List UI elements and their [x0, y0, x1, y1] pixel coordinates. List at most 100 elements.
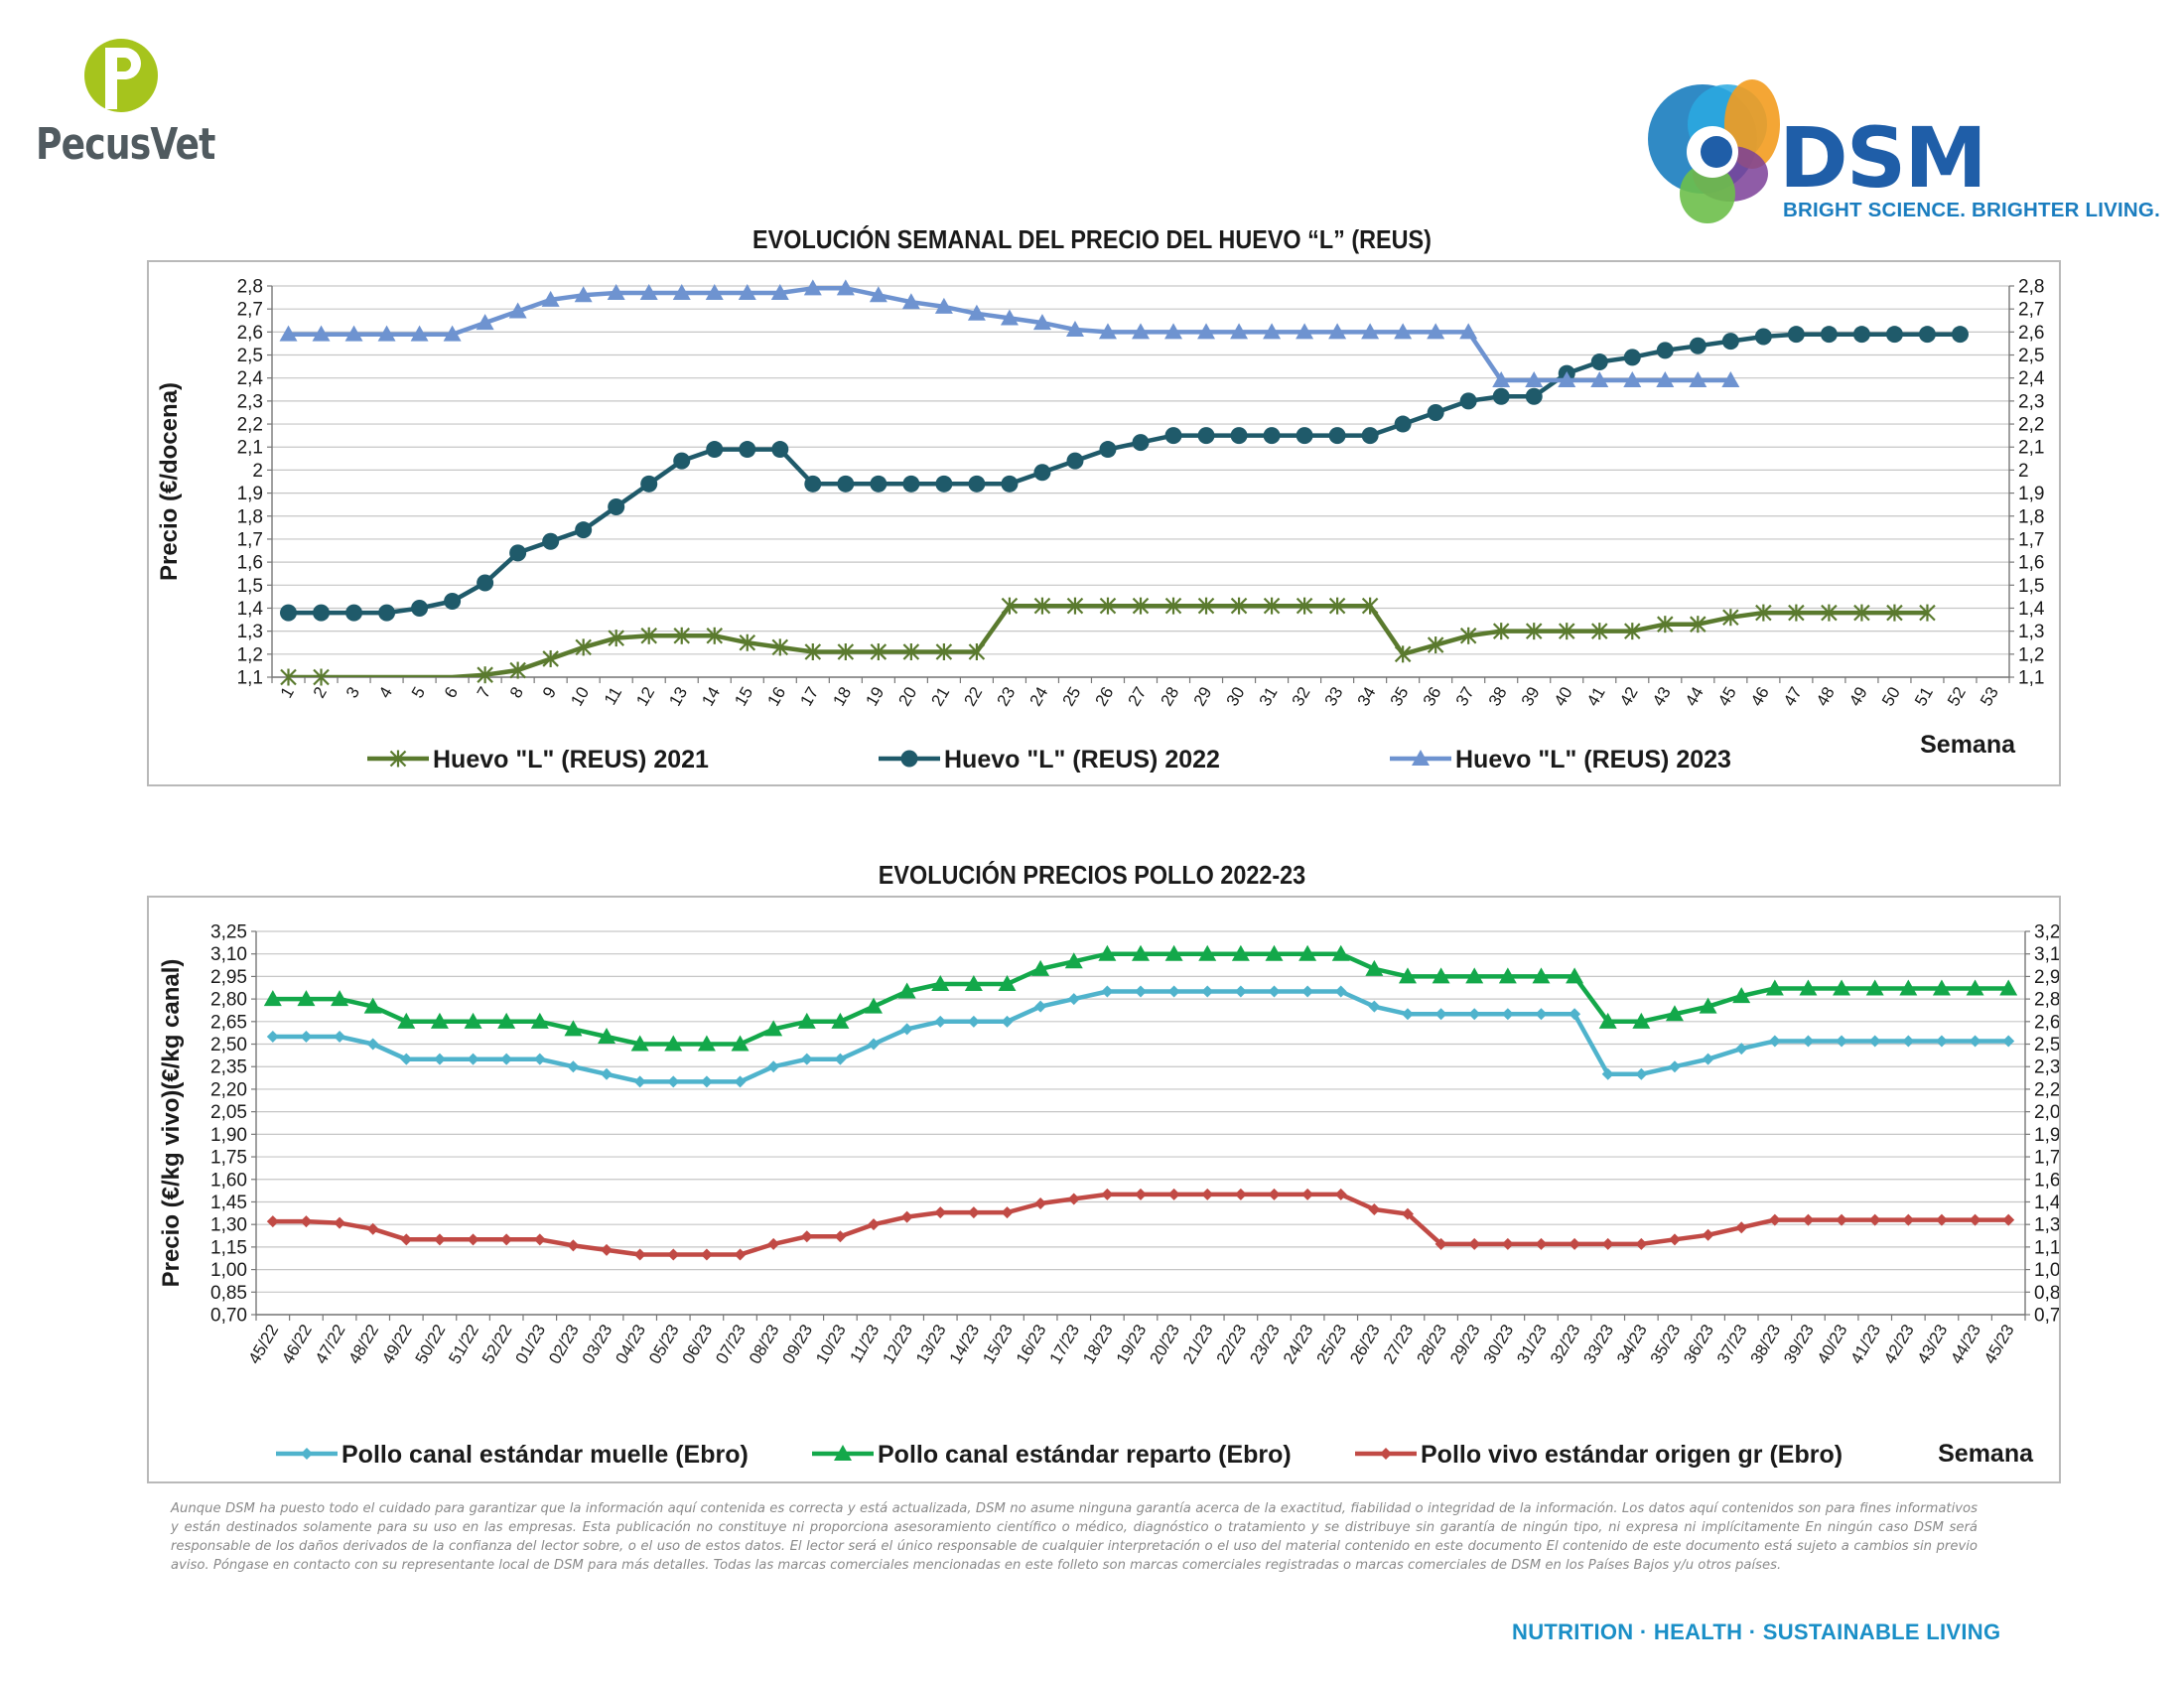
egg-data-point — [869, 286, 887, 303]
chicken-data-point — [1799, 979, 1818, 996]
chicken-data-point — [1434, 1237, 1447, 1250]
egg-data-point — [279, 325, 298, 342]
egg-xtick-label: 10 — [567, 684, 593, 710]
egg-data-point — [477, 666, 493, 684]
egg-xtick-label: 40 — [1551, 684, 1576, 710]
egg-xtick-label: 29 — [1190, 684, 1216, 710]
chicken-data-point — [700, 1075, 713, 1088]
egg-data-point — [804, 643, 822, 661]
egg-data-point — [509, 661, 526, 679]
chicken-series-2 — [263, 944, 2018, 1052]
egg-data-point — [1492, 371, 1511, 388]
chicken-data-point — [1231, 944, 1250, 961]
chicken-ytick-label-right: 2,05 — [2034, 1102, 2059, 1123]
egg-data-point — [836, 279, 855, 296]
egg-data-point — [1690, 616, 1706, 633]
egg-data-point — [1197, 427, 1215, 445]
chicken-ytick-label-right: 1,90 — [2034, 1125, 2059, 1146]
egg-legend-marker — [900, 750, 918, 768]
chicken-ylabel: Precio (€/kg vivo)(€/kg canal) — [158, 959, 185, 1288]
chicken-data-point — [934, 1015, 947, 1028]
chicken-data-point — [366, 1038, 379, 1051]
chicken-data-point — [700, 1248, 713, 1261]
egg-data-point — [738, 283, 756, 300]
chicken-data-point — [1201, 985, 1214, 998]
egg-xtick-label: 42 — [1616, 684, 1642, 710]
egg-data-point — [1263, 323, 1282, 340]
egg-data-point — [968, 475, 986, 492]
egg-xtick-label: 36 — [1420, 684, 1445, 710]
chicken-data-point — [1833, 979, 1851, 996]
chicken-data-point — [1836, 1213, 1848, 1226]
chicken-ytick-label: 1,60 — [210, 1170, 247, 1191]
egg-data-point — [1853, 604, 1870, 622]
chicken-data-point — [1768, 1035, 1781, 1048]
egg-data-point — [1230, 427, 1248, 445]
chicken-xtick-label: 10/23 — [812, 1322, 850, 1367]
chicken-data-point — [1735, 1043, 1748, 1055]
egg-data-point — [312, 325, 331, 342]
chicken-data-point — [831, 1012, 850, 1029]
chicken-data-point — [1735, 1221, 1748, 1234]
egg-data-point — [672, 283, 691, 300]
egg-data-point — [344, 325, 363, 342]
chicken-ytick-label: 2,95 — [210, 967, 247, 988]
chicken-data-point — [664, 1035, 683, 1052]
egg-ytick-label: 1,2 — [237, 644, 263, 665]
chicken-data-point — [430, 1012, 449, 1029]
chicken-legend-label: Pollo canal estándar muelle (Ebro) — [341, 1441, 749, 1469]
egg-data-point — [968, 643, 986, 661]
egg-data-point — [1099, 441, 1117, 459]
chicken-ytick-label: 1,75 — [210, 1148, 247, 1169]
chicken-data-point — [263, 990, 282, 1007]
egg-ytick-label-right: 2 — [2018, 461, 2029, 482]
egg-xtick-label: 20 — [894, 684, 920, 710]
egg-data-point — [1919, 604, 1936, 622]
egg-series-line — [288, 286, 1731, 383]
egg-data-point — [1033, 464, 1051, 482]
chicken-data-point — [334, 1030, 346, 1043]
egg-ytick-label-right: 1,6 — [2018, 553, 2044, 574]
egg-chart-title: EVOLUCIÓN SEMANAL DEL PRECIO DEL HUEVO “… — [752, 224, 1432, 254]
egg-ylabel: Precio (€/docena) — [156, 382, 183, 581]
egg-data-point — [1361, 323, 1380, 340]
chicken-ytick-label-right: 3,10 — [2034, 944, 2059, 965]
egg-data-point — [1065, 321, 1084, 338]
egg-data-point — [1032, 314, 1051, 331]
chicken-data-point — [1298, 944, 1317, 961]
chicken-ytick-label: 2,20 — [210, 1079, 247, 1100]
chicken-data-point — [734, 1075, 747, 1088]
chicken-xtick-label: 33/23 — [1579, 1322, 1617, 1367]
chicken-data-point — [1331, 944, 1350, 961]
chicken-ytick-label-right: 1,30 — [2034, 1215, 2059, 1236]
egg-xtick-label: 45 — [1714, 684, 1740, 710]
egg-data-point — [1951, 326, 1969, 344]
chicken-data-point — [1598, 1012, 1617, 1029]
egg-data-point — [1098, 323, 1117, 340]
chicken-xlabel: Semana — [1938, 1440, 2034, 1468]
egg-data-point — [313, 668, 330, 686]
chicken-data-point — [1702, 1053, 1714, 1065]
chicken-data-point — [1868, 1035, 1881, 1048]
chicken-data-point — [1501, 1008, 1514, 1021]
chicken-data-point — [934, 1206, 947, 1219]
chicken-data-point — [1569, 1008, 1581, 1021]
chicken-xtick-label: 44/23 — [1947, 1322, 1984, 1367]
egg-data-point — [410, 325, 429, 342]
chicken-xtick-label: 04/23 — [612, 1322, 649, 1367]
chicken-data-point — [1334, 985, 1347, 998]
chicken-data-point — [467, 1053, 479, 1065]
egg-data-point — [1821, 604, 1838, 622]
chicken-xtick-label: 05/23 — [645, 1322, 683, 1367]
pecusvet-wordmark: PecusVet — [36, 119, 215, 170]
egg-series-line — [288, 603, 1928, 677]
chicken-ytick-label-right: 2,35 — [2034, 1057, 2059, 1078]
chicken-data-point — [697, 1035, 716, 1052]
egg-xtick-label: 24 — [1025, 684, 1051, 710]
chicken-data-point — [1865, 979, 1884, 996]
chicken-ytick-label-right: 1,45 — [2034, 1193, 2059, 1213]
chicken-ytick-label: 2,65 — [210, 1012, 247, 1033]
egg-data-point — [804, 475, 822, 492]
egg-xtick-label: 34 — [1354, 684, 1380, 710]
chicken-data-point — [865, 997, 884, 1014]
